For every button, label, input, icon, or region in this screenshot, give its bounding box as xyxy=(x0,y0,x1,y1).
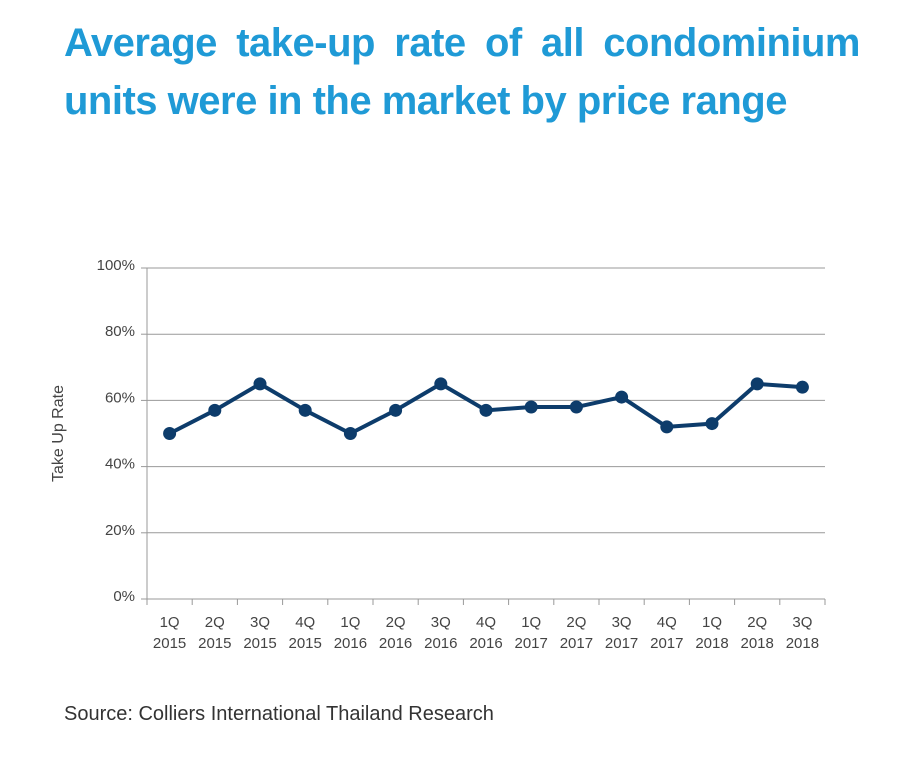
data-point xyxy=(208,403,222,417)
data-point xyxy=(524,400,538,414)
x-tick-label: 3Q xyxy=(792,614,812,631)
data-point xyxy=(389,403,403,417)
y-tick-label: 0% xyxy=(113,588,135,605)
x-tick-label: 2Q xyxy=(747,614,767,631)
y-tick-label: 80% xyxy=(105,323,135,340)
x-tick-label: 2Q xyxy=(386,614,406,631)
x-tick-label: 2017 xyxy=(515,635,548,652)
x-tick-label: 1Q xyxy=(160,614,180,631)
x-tick-label: 2017 xyxy=(560,635,593,652)
source-note: Source: Colliers International Thailand … xyxy=(64,703,494,725)
x-tick-label: 2015 xyxy=(243,635,276,652)
x-tick-label: 2016 xyxy=(334,635,367,652)
chart-title: Average take-up rate of all condominium … xyxy=(64,21,861,123)
x-tick-label: 2017 xyxy=(605,635,638,652)
data-point xyxy=(750,377,764,391)
x-tick-label: 1Q xyxy=(340,614,360,631)
x-tick-label: 4Q xyxy=(657,614,677,631)
data-point xyxy=(569,400,583,414)
x-tick-label: 2017 xyxy=(650,635,683,652)
data-point xyxy=(479,403,493,417)
x-tick-label: 1Q xyxy=(521,614,541,631)
x-tick-label: 4Q xyxy=(295,614,315,631)
x-tick-label: 4Q xyxy=(476,614,496,631)
x-tick-label: 2018 xyxy=(786,635,819,652)
data-point xyxy=(163,427,177,440)
x-tick-label: 2015 xyxy=(153,635,186,652)
x-tick-label: 2Q xyxy=(566,614,586,631)
x-tick-label: 2016 xyxy=(379,635,412,652)
data-point xyxy=(343,427,357,440)
x-tick-label: 2016 xyxy=(469,635,502,652)
data-point xyxy=(660,420,674,434)
data-point xyxy=(298,403,312,417)
x-tick-label: 2016 xyxy=(424,635,457,652)
y-tick-label: 60% xyxy=(105,389,135,406)
y-tick-label: 100% xyxy=(97,257,135,274)
data-point xyxy=(615,390,629,404)
y-tick-label: 20% xyxy=(105,522,135,539)
x-tick-label: 3Q xyxy=(612,614,632,631)
y-axis-label: Take Up Rate xyxy=(50,385,67,482)
data-point xyxy=(705,417,719,431)
x-tick-label: 3Q xyxy=(431,614,451,631)
x-tick-label: 2015 xyxy=(289,635,322,652)
data-point xyxy=(253,377,267,391)
data-point xyxy=(434,377,448,391)
x-tick-label: 1Q xyxy=(702,614,722,631)
x-tick-label: 2018 xyxy=(695,635,728,652)
x-tick-label: 3Q xyxy=(250,614,270,631)
x-tick-label: 2Q xyxy=(205,614,225,631)
y-tick-label: 40% xyxy=(105,456,135,473)
x-tick-label: 2015 xyxy=(198,635,231,652)
x-tick-label: 2018 xyxy=(741,635,774,652)
data-point xyxy=(795,380,809,394)
